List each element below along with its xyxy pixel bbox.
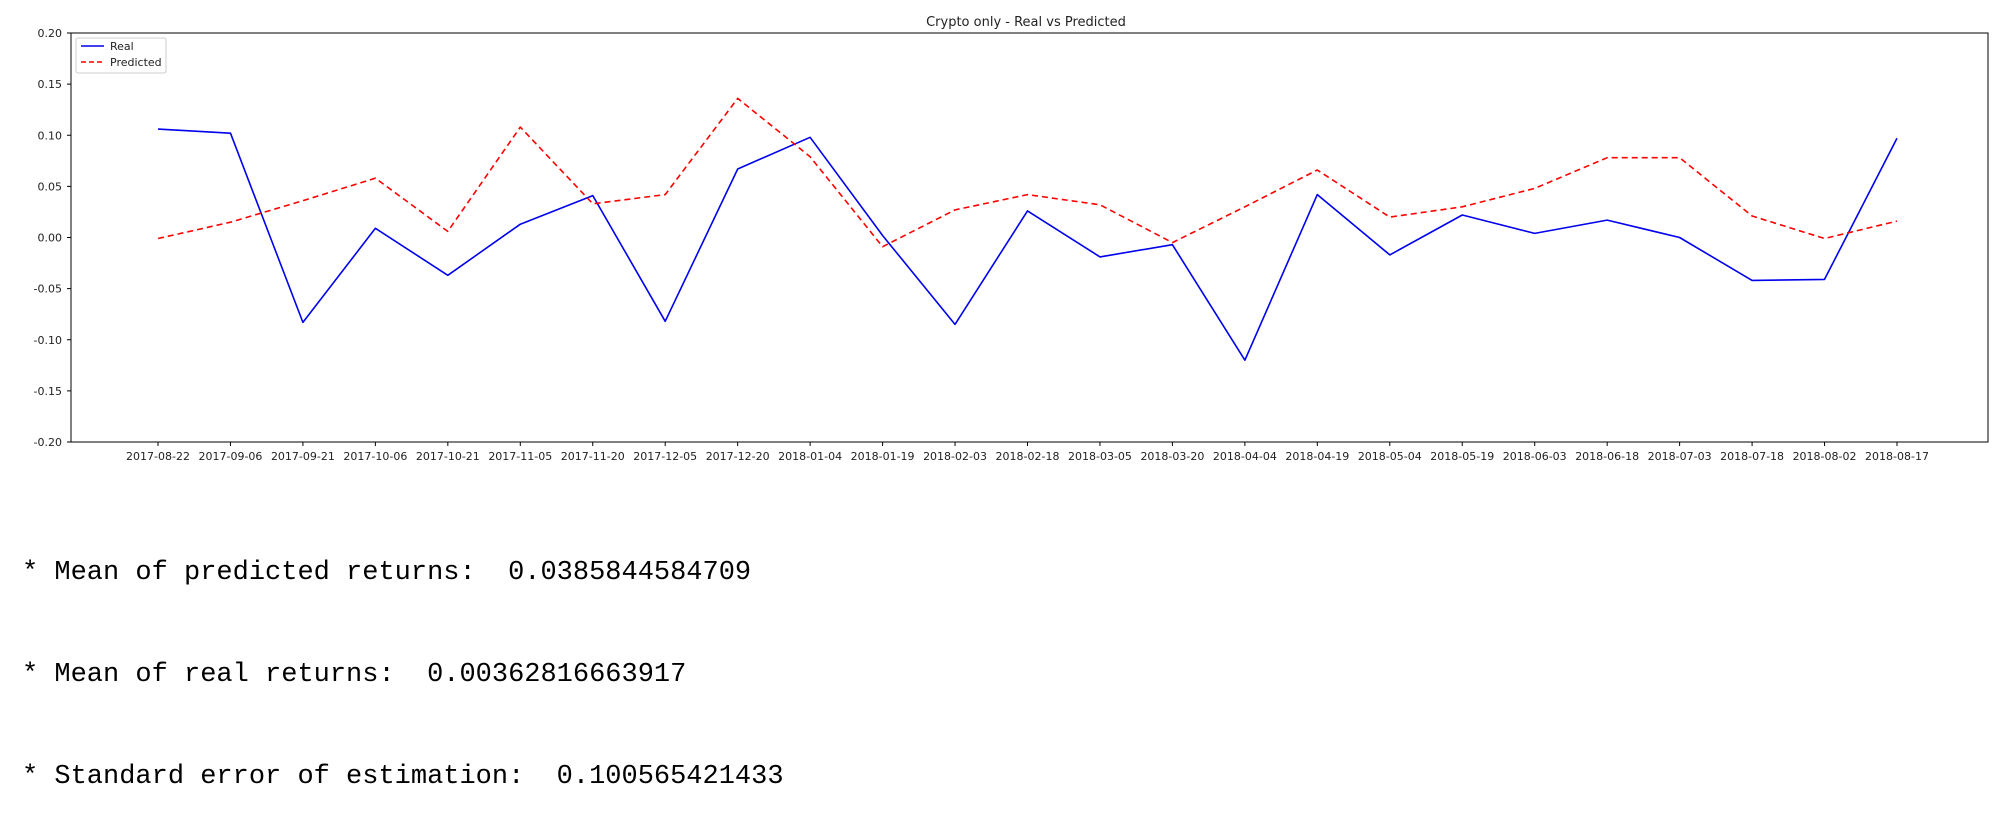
data-point-real [954, 324, 956, 326]
x-tick-label: 2018-03-05 [1068, 450, 1132, 463]
x-tick-label: 2018-05-04 [1358, 450, 1422, 463]
x-tick-label: 2018-02-03 [923, 450, 987, 463]
x-tick-label: 2018-01-19 [851, 450, 915, 463]
data-point-real [809, 136, 811, 138]
data-point-predicted [1389, 216, 1391, 218]
data-point-real [1389, 254, 1391, 256]
data-point-real [302, 322, 304, 324]
x-tick-label: 2017-11-05 [488, 450, 552, 463]
data-point-real [157, 128, 159, 130]
data-point-predicted [1244, 206, 1246, 208]
x-tick-label: 2017-11-20 [561, 450, 625, 463]
data-point-real [1751, 280, 1753, 282]
y-tick-label: -0.05 [34, 283, 62, 296]
data-point-predicted [1534, 188, 1536, 190]
data-point-real [1244, 359, 1246, 361]
data-point-predicted [302, 200, 304, 202]
x-tick-label: 2017-10-21 [416, 450, 480, 463]
data-point-predicted [664, 194, 666, 196]
x-tick-label: 2018-01-04 [778, 450, 842, 463]
x-tick-label: 2018-04-04 [1213, 450, 1277, 463]
y-tick-label: -0.20 [34, 436, 62, 449]
data-point-predicted [882, 246, 884, 248]
legend-label-predicted: Predicted [110, 56, 162, 69]
data-point-predicted [157, 238, 159, 240]
x-tick-label: 2018-05-19 [1430, 450, 1494, 463]
y-tick-label: 0.00 [38, 232, 63, 245]
legend: Real Predicted [75, 37, 167, 74]
chart-title: Crypto only - Real vs Predicted [926, 15, 1126, 30]
data-point-real [519, 223, 521, 225]
y-tick-label: 0.15 [38, 78, 63, 91]
x-tick-label: 2018-06-18 [1575, 450, 1639, 463]
data-point-predicted [1172, 242, 1174, 244]
data-point-predicted [1679, 157, 1681, 159]
data-point-predicted [1606, 157, 1608, 159]
data-point-predicted [1027, 194, 1029, 196]
x-tick-label: 2017-12-20 [706, 450, 770, 463]
data-point-predicted [375, 177, 377, 179]
x-tick-label: 2018-04-19 [1285, 450, 1349, 463]
x-tick-label: 2018-07-03 [1648, 450, 1712, 463]
x-tick-label: 2017-09-06 [198, 450, 262, 463]
line-chart: Crypto only - Real vs Predicted 0.20 0.15… [34, 15, 1989, 463]
data-point-predicted [230, 221, 232, 223]
x-tick-label: 2017-12-05 [633, 450, 697, 463]
data-point-real [1824, 279, 1826, 281]
y-tick-label: 0.20 [38, 27, 63, 40]
y-tick-label: -0.10 [34, 334, 62, 347]
data-point-real [1896, 138, 1898, 140]
data-point-real [447, 275, 449, 277]
x-tick-label: 2018-02-18 [996, 450, 1060, 463]
data-point-predicted [519, 126, 521, 128]
stats-output: * Mean of predicted returns: 0.038584458… [22, 488, 784, 828]
data-point-predicted [447, 231, 449, 233]
x-tick-label: 2018-07-18 [1720, 450, 1784, 463]
x-tick-label: 2018-06-03 [1503, 450, 1567, 463]
data-point-real [230, 132, 232, 134]
mean-predicted-returns: * Mean of predicted returns: 0.038584458… [22, 558, 752, 588]
data-point-real [1172, 244, 1174, 246]
data-point-real [1461, 214, 1463, 216]
data-point-predicted [1317, 169, 1319, 171]
series-line-predicted [157, 97, 1898, 248]
y-tick-label: -0.15 [34, 385, 62, 398]
x-tick-label: 2017-08-22 [126, 450, 190, 463]
series-layer [157, 97, 1898, 362]
data-point-predicted [1099, 204, 1101, 206]
data-point-real [592, 195, 594, 197]
data-point-real [1027, 210, 1029, 212]
data-point-real [1317, 194, 1319, 196]
data-point-predicted [592, 203, 594, 205]
y-tick-label: 0.10 [38, 129, 63, 142]
x-axis: 2017-08-22 2017-09-06 2017-09-21 2017-10-06… [126, 442, 1929, 463]
x-tick-label: 2017-09-21 [271, 450, 335, 463]
data-point-real [737, 168, 739, 170]
x-tick-label: 2017-10-06 [343, 450, 407, 463]
y-tick-label: 0.05 [38, 180, 63, 193]
standard-error-estimation: * Standard error of estimation: 0.100565… [22, 762, 784, 792]
data-point-real [1099, 256, 1101, 258]
y-axis: 0.20 0.15 0.10 0.05 0.00 -0.05 -0.10 -0.15 -0.20 [34, 27, 71, 449]
data-point-real [375, 227, 377, 229]
data-point-predicted [1824, 238, 1826, 240]
data-point-predicted [737, 98, 739, 100]
data-point-predicted [954, 209, 956, 211]
data-point-predicted [1751, 215, 1753, 217]
data-point-predicted [1896, 220, 1898, 222]
legend-label-real: Real [110, 40, 134, 53]
data-point-real [882, 235, 884, 237]
plot-area [70, 32, 1989, 443]
x-tick-label: 2018-03-20 [1140, 450, 1204, 463]
data-point-predicted [1461, 206, 1463, 208]
series-line-real [157, 128, 1898, 362]
data-point-real [1534, 233, 1536, 235]
data-point-real [1606, 219, 1608, 221]
mean-real-returns: * Mean of real returns: 0.00362816663917 [22, 660, 687, 690]
data-point-predicted [809, 156, 811, 158]
x-tick-label: 2018-08-02 [1793, 450, 1857, 463]
data-point-real [1679, 237, 1681, 239]
data-point-real [664, 321, 666, 323]
x-tick-label: 2018-08-17 [1865, 450, 1929, 463]
